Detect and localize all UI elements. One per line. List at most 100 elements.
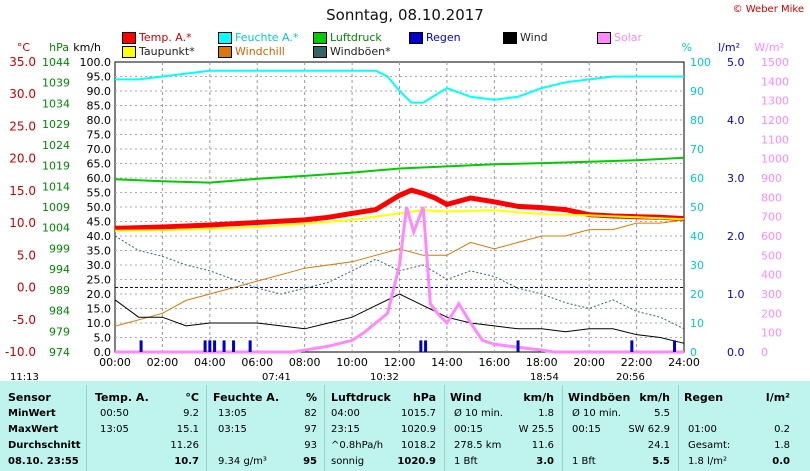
legend-label: Luftdruck xyxy=(330,31,382,44)
weather-chart: °C hPa km/h% l/m² W/m²35.030.025.020.015.010… xyxy=(5,41,789,369)
tick-kmh: 100.0 xyxy=(80,56,112,69)
tick-kmh: 55.0 xyxy=(87,187,112,200)
tick-c: 20.0 xyxy=(9,152,36,166)
tick-lm2: 2.0 xyxy=(727,230,745,243)
rain-bar xyxy=(419,340,423,352)
humidity-value: 82 xyxy=(304,408,317,419)
rain-bar xyxy=(630,340,634,352)
tick-wm2: 1100 xyxy=(761,133,789,146)
tick-x: 14:00 xyxy=(431,356,463,369)
tick-kmh: 10.0 xyxy=(87,317,112,330)
tick-x: 08:00 xyxy=(289,356,321,369)
legend-swatch xyxy=(218,31,232,44)
tick-hpa: 999 xyxy=(49,242,70,255)
tick-kmh: 5.0 xyxy=(94,332,112,345)
header-temp-unit: °C xyxy=(185,391,199,404)
axis-unit-lm2: l/m² xyxy=(718,41,740,54)
chart-series xyxy=(114,69,685,354)
legend-item: Wind xyxy=(503,31,548,44)
legend-item: Taupunkt* xyxy=(122,45,195,58)
header-wind: Wind xyxy=(450,391,482,404)
rain-bar xyxy=(203,340,207,352)
tick-kmh: 25.0 xyxy=(87,274,112,287)
tick-x: 02:00 xyxy=(147,356,179,369)
legend-item: Luftdruck xyxy=(313,31,382,44)
gust-time: Ø 10 min. xyxy=(572,408,621,419)
legend-item: Regen xyxy=(409,31,461,44)
rain-value: 0.2 xyxy=(774,424,790,435)
tick-c: 0.0 xyxy=(17,281,36,295)
row-label: MaxWert xyxy=(8,424,59,435)
gust-value: 24.1 xyxy=(647,440,670,451)
tick-pct: 90 xyxy=(690,85,704,98)
humidity-time: 9.34 g/m³ xyxy=(218,456,267,467)
tick-hpa: 1029 xyxy=(42,118,70,131)
tick-lm2: 0.0 xyxy=(727,346,745,359)
tick-pct: 100 xyxy=(690,56,711,69)
tick-hpa: 994 xyxy=(49,263,70,276)
axis-unit-kmh: km/h xyxy=(73,41,101,54)
wind-value: 3.0 xyxy=(536,456,554,467)
legend-swatch xyxy=(409,31,423,44)
rain-time: Gesamt: xyxy=(688,440,731,451)
tick-c: 15.0 xyxy=(9,184,36,198)
legend-swatch xyxy=(218,45,232,58)
rain-bar xyxy=(424,340,428,352)
rain-bar xyxy=(208,340,212,352)
rain-bar xyxy=(222,340,226,352)
pressure-time: 23:15 xyxy=(331,424,360,435)
row-label: 08.10. 23:55 xyxy=(8,456,79,467)
humidity-value: 97 xyxy=(304,424,317,435)
legend-item: Solar xyxy=(597,31,642,44)
tick-wm2: 900 xyxy=(761,172,782,185)
wind-value: 11.6 xyxy=(531,440,554,451)
tick-hpa: 1014 xyxy=(42,180,70,193)
tick-c: 30.0 xyxy=(9,87,36,101)
pressure-time: ^0.8hPa/h xyxy=(331,440,384,451)
wind-time: 00:15 xyxy=(454,424,483,435)
gust-time: 00:15 xyxy=(572,424,601,435)
moon-label: 20:56 xyxy=(616,372,645,383)
humidity-time: 03:15 xyxy=(218,424,247,435)
tick-kmh: 30.0 xyxy=(87,259,112,272)
wind-time: Ø 10 min. xyxy=(454,408,503,419)
chart-title: Sonntag, 08.10.2017 xyxy=(326,6,484,24)
tick-hpa: 1034 xyxy=(42,97,70,110)
rain-time: 1.8 l/m² xyxy=(688,456,727,467)
gust-value: 5.5 xyxy=(654,408,670,419)
pressure-time: sonnig xyxy=(331,456,365,467)
rain-bar xyxy=(139,340,143,352)
axis-unit-c: °C xyxy=(17,41,31,54)
tick-kmh: 35.0 xyxy=(87,245,112,258)
rain-bar xyxy=(213,340,217,352)
legend-item: Windböen* xyxy=(313,45,391,58)
tick-pct: 50 xyxy=(690,201,704,214)
tick-x: 20:00 xyxy=(573,356,605,369)
tick-wm2: 1300 xyxy=(761,95,789,108)
tick-x: 06:00 xyxy=(241,356,273,369)
tick-x: 12:00 xyxy=(384,356,416,369)
rain-bar xyxy=(673,340,677,352)
pressure-value: 1018.2 xyxy=(401,440,436,451)
tick-wm2: 500 xyxy=(761,249,782,262)
series-taupunkt xyxy=(114,209,685,232)
legend-label: Taupunkt* xyxy=(139,45,195,58)
chart-axes: °C hPa km/h% l/m² W/m²35.030.025.020.015.010… xyxy=(5,41,789,369)
tick-lm2: 5.0 xyxy=(727,56,745,69)
wind-time: 278.5 km xyxy=(454,440,502,451)
tick-pct: 70 xyxy=(690,143,704,156)
tick-c: -10.0 xyxy=(5,345,36,359)
tick-wm2: 1000 xyxy=(761,153,789,166)
tick-wm2: 100 xyxy=(761,327,782,340)
pressure-time: 04:00 xyxy=(331,408,360,419)
series-feuchte-a xyxy=(115,69,684,104)
tick-hpa: 1009 xyxy=(42,201,70,214)
header-temp: Temp. A. xyxy=(95,391,149,404)
tick-kmh: 70.0 xyxy=(87,143,112,156)
tick-hpa: 979 xyxy=(49,325,70,338)
time-left-label: 11:13 xyxy=(10,372,39,383)
tick-hpa: 974 xyxy=(49,346,70,359)
tick-x: 00:00 xyxy=(99,356,131,369)
tick-kmh: 60.0 xyxy=(87,172,112,185)
header-humidity-unit: % xyxy=(305,391,317,404)
